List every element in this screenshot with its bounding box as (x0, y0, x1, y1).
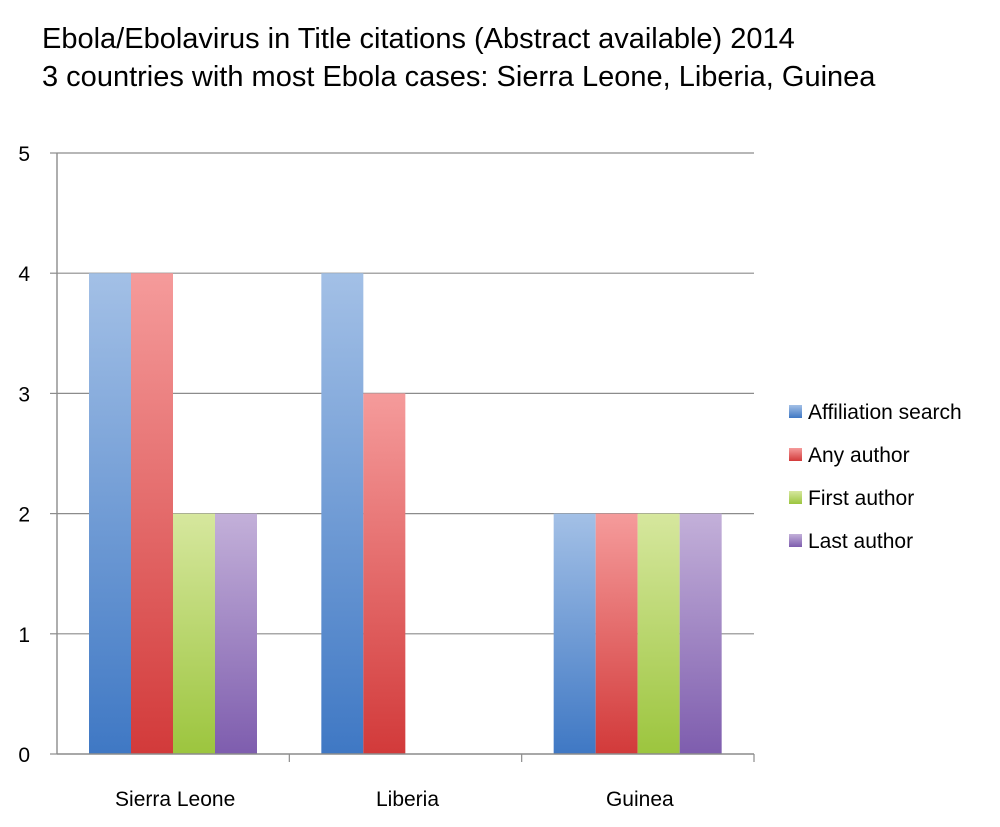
y-tick-label-4: 4 (18, 263, 30, 286)
legend-swatch-affiliation-search (789, 405, 802, 418)
legend: Affiliation search Any author First author… (789, 401, 962, 553)
legend-swatch-last-author (789, 534, 802, 547)
x-tick-label-guinea: Guinea (606, 788, 674, 811)
x-tick-label-sierra-leone: Sierra Leone (115, 788, 235, 811)
legend-swatch-first-author (789, 491, 802, 504)
y-tick-label-0: 0 (18, 744, 30, 767)
legend-swatch-any-author (789, 448, 802, 461)
bar-affiliation-search-guinea (553, 513, 596, 754)
bar-first-author-guinea (637, 513, 680, 754)
y-tick-label-3: 3 (18, 383, 30, 406)
legend-label-last-author: Last author (808, 530, 913, 553)
y-tick-label-5: 5 (18, 143, 30, 166)
y-tick-labels: 0 1 2 3 4 5 (18, 143, 30, 767)
y-tick-label-2: 2 (18, 504, 30, 527)
chart-subtitle: 3 countries with most Ebola cases: Sierr… (42, 61, 876, 93)
bar-any-author-sierra-leone (131, 273, 173, 754)
legend-label-first-author: First author (808, 487, 914, 510)
bars (89, 273, 722, 754)
bar-affiliation-search-liberia (321, 273, 364, 754)
axes (50, 152, 755, 762)
bar-last-author-sierra-leone (215, 513, 257, 754)
bar-affiliation-search-sierra-leone (89, 273, 131, 754)
chart-title-block: Ebola/Ebolavirus in Title citations (Abs… (42, 20, 875, 96)
bar-first-author-sierra-leone (173, 513, 215, 754)
bar-last-author-guinea (679, 513, 722, 754)
x-tick-labels: Sierra Leone Liberia Guinea (115, 788, 674, 811)
legend-label-affiliation-search: Affiliation search (808, 401, 962, 424)
x-tick-label-liberia: Liberia (376, 788, 439, 811)
y-tick-label-1: 1 (18, 624, 30, 647)
bar-any-author-liberia (363, 393, 406, 754)
legend-label-any-author: Any author (808, 444, 910, 467)
bar-any-author-guinea (595, 513, 638, 754)
chart-title: Ebola/Ebolavirus in Title citations (Abs… (42, 23, 795, 55)
